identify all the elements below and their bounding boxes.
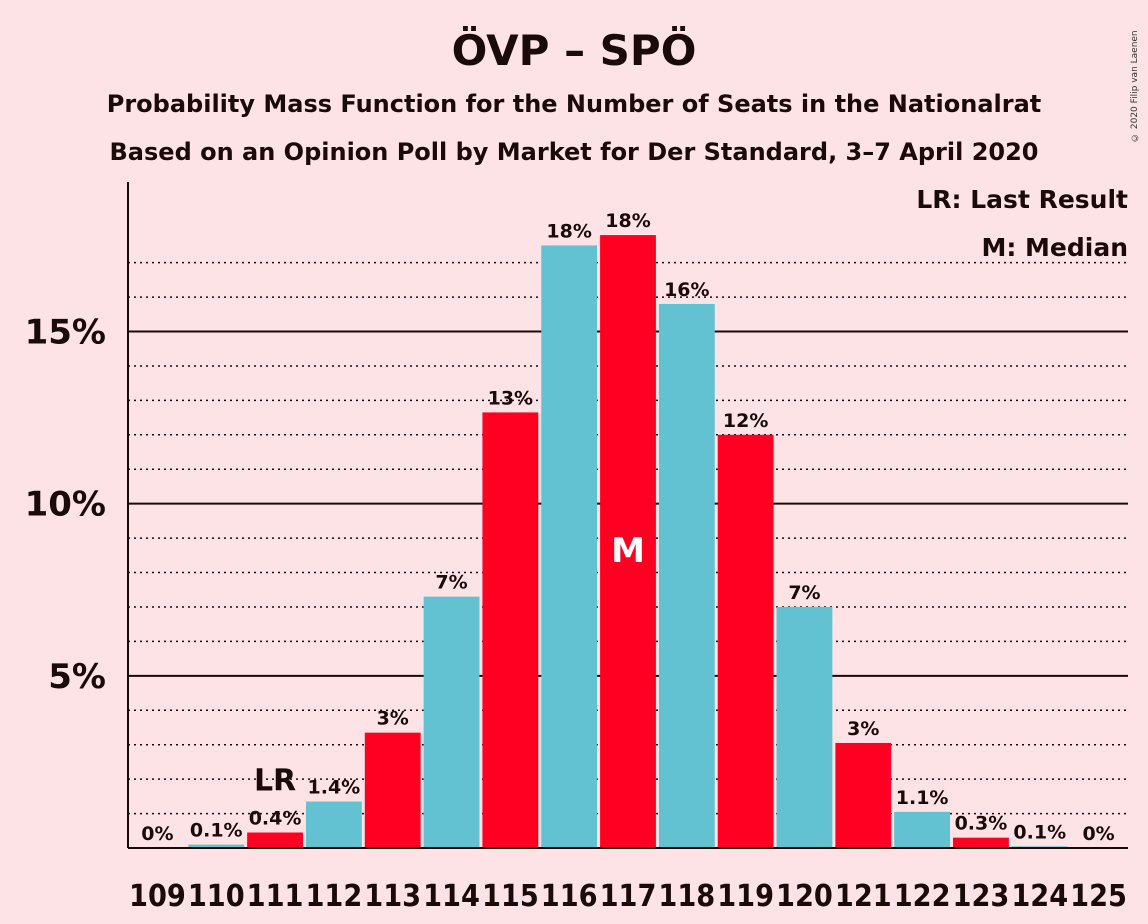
axes [127, 182, 1128, 849]
data-label-124: 0.1% [1013, 821, 1066, 843]
legend-last-result: LR: Last Result [916, 185, 1128, 214]
x-tick-115: 115 [482, 879, 539, 914]
x-tick-120: 120 [776, 879, 833, 914]
x-tick-109: 109 [129, 879, 186, 914]
bar-111 [247, 832, 303, 848]
bar-119 [717, 434, 774, 848]
bar-122 [894, 811, 951, 848]
chart-subtitle-2: Based on an Opinion Poll by Market for D… [109, 138, 1039, 166]
data-label-123: 0.3% [955, 813, 1008, 835]
legend-median: M: Median [981, 233, 1128, 262]
bar-120 [776, 606, 833, 848]
data-label-125: 0% [1082, 823, 1114, 845]
y-tick-label: 15% [25, 313, 106, 353]
chart-title: ÖVP – SPÖ [451, 26, 697, 75]
y-tick-label: 10% [25, 485, 106, 525]
copyright-notice: © 2020 Filip van Laenen [1130, 30, 1140, 142]
x-tick-110: 110 [188, 879, 245, 914]
chart-subtitle: Probability Mass Function for the Number… [106, 90, 1042, 118]
data-label-114: 7% [435, 572, 467, 594]
bar-123 [953, 837, 1009, 848]
x-tick-112: 112 [305, 879, 362, 914]
data-label-119: 12% [723, 410, 768, 432]
data-label-121: 3% [847, 718, 879, 740]
data-labels: 0% 0.1% 0.4% LR 1.4% 3% 7% 13% 18% 18% M 16% 12% 7% 3%… [141, 210, 1114, 845]
bar-115 [482, 412, 539, 848]
x-tick-111: 111 [247, 879, 304, 914]
y-tick-labels: 5% 10% 15% [25, 313, 106, 697]
y-tick-label: 5% [48, 657, 106, 697]
x-tick-121: 121 [835, 879, 892, 914]
x-tick-117: 117 [600, 879, 657, 914]
bar-116 [541, 245, 598, 849]
last-result-marker: LR [254, 764, 296, 799]
data-label-110: 0.1% [190, 820, 243, 842]
data-label-115: 13% [488, 387, 533, 409]
data-label-117: 18% [605, 210, 650, 232]
data-label-116: 18% [546, 220, 591, 242]
x-tick-123: 123 [953, 879, 1010, 914]
x-tick-118: 118 [658, 879, 715, 914]
bar-121 [835, 742, 892, 848]
data-label-112: 1.4% [308, 777, 361, 799]
data-label-111: 0.4% [249, 808, 302, 830]
x-tick-125: 125 [1070, 879, 1127, 914]
x-tick-labels: 109 110 111 112 113 114 115 116 117 118 119 120 121 1… [129, 879, 1127, 914]
x-tick-113: 113 [364, 879, 421, 914]
bar-112 [305, 801, 362, 848]
data-label-122: 1.1% [896, 787, 949, 809]
data-label-120: 7% [788, 582, 820, 604]
bar-117 [600, 235, 656, 849]
x-tick-114: 114 [423, 879, 480, 914]
x-tick-119: 119 [717, 879, 774, 914]
data-label-118: 16% [664, 279, 709, 301]
bar-110 [188, 844, 245, 848]
data-label-109: 0% [141, 823, 173, 845]
x-tick-124: 124 [1011, 879, 1068, 914]
x-tick-122: 122 [894, 879, 951, 914]
median-marker: M [611, 531, 645, 571]
bar-118 [658, 303, 715, 849]
bar-113 [364, 732, 421, 848]
data-label-113: 3% [377, 708, 409, 730]
x-tick-116: 116 [541, 879, 598, 914]
bars [188, 235, 1068, 849]
bar-114 [423, 596, 480, 848]
